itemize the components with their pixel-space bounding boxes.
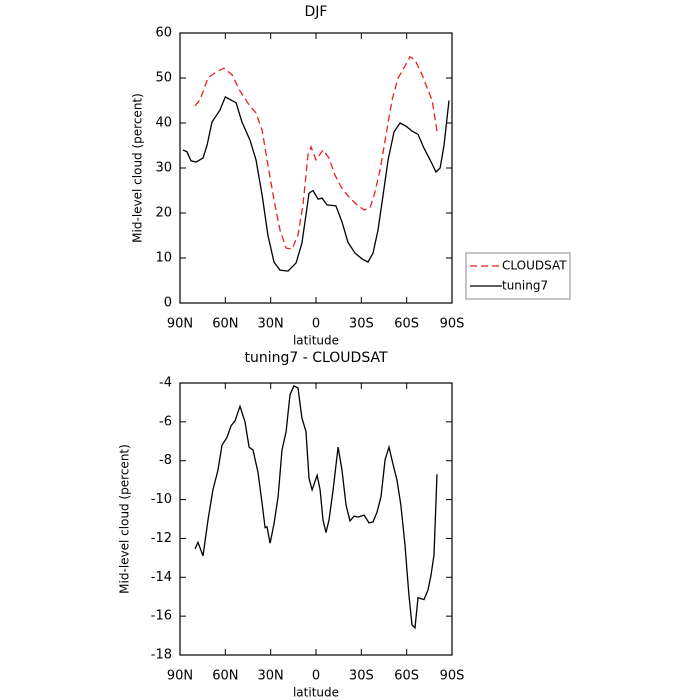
x-tick-label: 60N — [212, 669, 238, 684]
y-axis-label: Mid-level cloud (percent) — [118, 444, 132, 594]
x-tick-label: 60S — [394, 317, 419, 332]
chart: DJF latitude Mid-level cloud (percent) 90N 6… — [131, 4, 571, 348]
x-tick-label: 0 — [312, 669, 320, 684]
chart-title: tuning7 - CLOUDSAT — [244, 350, 388, 366]
y-tick-label: 20 — [155, 206, 172, 221]
data-line — [194, 55, 438, 250]
x-tick-label: 30S — [349, 317, 374, 332]
y-tick-label: -10 — [151, 492, 172, 507]
y-tick-label: 50 — [155, 71, 172, 86]
x-tick-label: 30N — [258, 317, 284, 332]
y-tick-label: 40 — [155, 116, 172, 131]
x-tick-label: 60N — [212, 317, 238, 332]
chart: tuning7 - CLOUDSAT latitude Mid-level clou… — [118, 350, 465, 700]
y-axis-label: Mid-level cloud (percent) — [131, 93, 145, 243]
x-tick-label: 30N — [258, 669, 284, 684]
y-tick-label: 10 — [155, 251, 172, 266]
y-tick-label: 30 — [155, 161, 172, 176]
x-tick-label: 0 — [312, 317, 320, 332]
x-tick-label: 90S — [440, 317, 465, 332]
x-tick-label: 90N — [167, 669, 193, 684]
x-axis-label: latitude — [293, 686, 339, 700]
y-tick-label: 0 — [164, 296, 172, 311]
plot-frame — [179, 382, 453, 656]
chart-title: DJF — [305, 4, 328, 20]
y-tick-label: -16 — [151, 609, 172, 624]
y-tick-label: -12 — [151, 531, 172, 546]
legend-label: tuning7 — [502, 279, 548, 293]
y-tick-label: -4 — [159, 376, 172, 391]
data-line — [182, 95, 450, 272]
data-line — [194, 385, 438, 630]
legend-box — [465, 252, 571, 300]
y-tick-label: -18 — [151, 648, 172, 663]
x-tick-label: 90S — [440, 669, 465, 684]
y-tick-label: -14 — [151, 570, 172, 585]
x-tick-label: 60S — [394, 669, 419, 684]
plot-frame — [179, 32, 453, 304]
y-tick-label: 60 — [155, 26, 172, 41]
legend: CLOUDSAT tuning7 — [465, 252, 571, 300]
x-axis-label: latitude — [293, 334, 339, 348]
y-tick-label: -6 — [159, 414, 172, 429]
x-tick-label: 90N — [167, 317, 193, 332]
y-tick-label: -8 — [159, 453, 172, 468]
legend-label: CLOUDSAT — [502, 259, 567, 273]
x-tick-label: 30S — [349, 669, 374, 684]
